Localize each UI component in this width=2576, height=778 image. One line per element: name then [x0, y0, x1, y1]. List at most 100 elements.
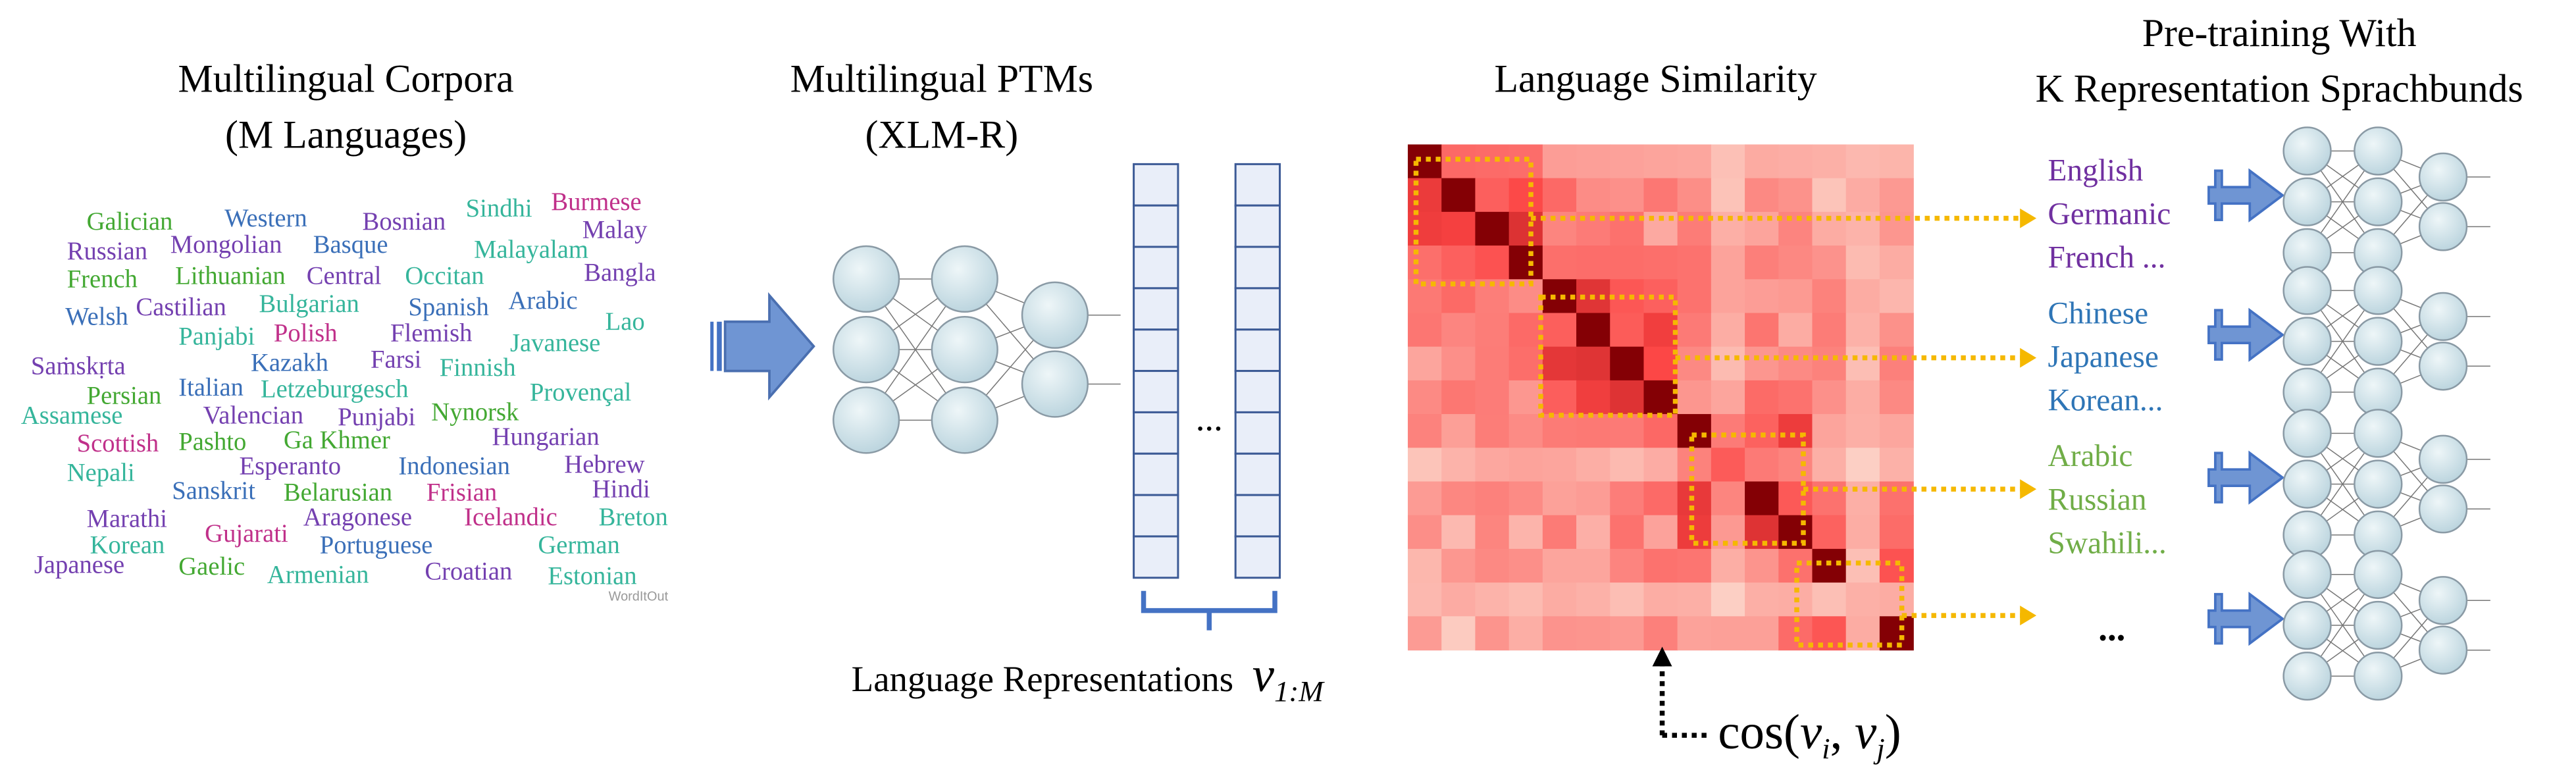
heat-cell — [1408, 414, 1442, 449]
heat-cell — [1778, 178, 1813, 213]
heat-cell — [1610, 481, 1645, 516]
heat-cell — [1610, 583, 1645, 617]
word: Hebrew — [564, 451, 644, 479]
word: Breton — [599, 504, 668, 531]
bracket — [1141, 590, 1277, 631]
heat-cell — [1812, 144, 1847, 179]
heat-cell — [1610, 313, 1645, 348]
heat-cell — [1812, 346, 1847, 381]
vector-cell — [1234, 246, 1281, 290]
heat-cell — [1745, 414, 1780, 449]
vector-cell — [1133, 452, 1179, 496]
word: Arabic — [509, 287, 578, 315]
heat-cell — [1610, 414, 1645, 449]
heat-cell — [1610, 548, 1645, 583]
vector-cell — [1234, 494, 1281, 538]
heat-cell — [1745, 313, 1780, 348]
language-group: Swahili... — [2048, 526, 2167, 560]
heat-cell — [1441, 448, 1476, 482]
neuron — [2282, 126, 2332, 176]
word: Russian — [67, 238, 147, 265]
representations-label: Language Representations v1:M — [852, 648, 1326, 708]
heat-cell — [1408, 481, 1442, 516]
neuron — [2282, 317, 2332, 366]
vector-cell — [1133, 287, 1179, 331]
word: Belarusian — [284, 479, 392, 507]
heat-cell — [1711, 583, 1745, 617]
heat-cell — [1643, 616, 1678, 651]
heat-cell — [1745, 583, 1780, 617]
heat-cell — [1745, 380, 1780, 415]
subscript: 1:M — [1274, 675, 1325, 708]
word: Provençal — [530, 378, 632, 406]
heat-cell — [1677, 548, 1712, 583]
cos-arrowhead — [1652, 646, 1672, 667]
heat-cell — [1643, 178, 1678, 213]
heat-cell — [1677, 583, 1712, 617]
heat-cell — [1745, 481, 1780, 516]
heat-cell — [1475, 448, 1510, 482]
heat-cell — [1711, 346, 1745, 381]
f: cos( — [1718, 705, 1800, 760]
heat-cell — [1812, 414, 1847, 449]
word: Galician — [87, 208, 173, 236]
neuron — [2418, 152, 2468, 202]
heat-cell — [1677, 313, 1712, 348]
heat-cell — [1576, 481, 1611, 516]
heat-cell — [1508, 448, 1543, 482]
heat-cell — [1879, 616, 1914, 651]
heat-cell — [1879, 380, 1914, 415]
heat-cell — [1643, 380, 1678, 415]
heat-cell — [1677, 346, 1712, 381]
word: Spanish — [408, 294, 488, 321]
neuron — [1021, 281, 1089, 349]
neuron — [833, 386, 900, 454]
heat-cell — [1441, 481, 1476, 516]
neuron — [931, 245, 998, 313]
neuron — [2354, 367, 2403, 417]
heat-cell — [1408, 313, 1442, 348]
language-group: English — [2048, 153, 2144, 188]
heat-cell — [1677, 414, 1712, 449]
heat-cell — [1745, 178, 1780, 213]
heat-cell — [1542, 448, 1577, 482]
neuron — [2282, 459, 2332, 509]
heat-cell — [1643, 144, 1678, 179]
word: Lithuanian — [175, 262, 285, 290]
word: Croatian — [425, 558, 512, 585]
word: German — [538, 531, 619, 559]
small-arrow — [2207, 307, 2285, 362]
heat-cell — [1542, 144, 1577, 179]
language-group: Germanic — [2048, 197, 2171, 231]
heat-cell — [1879, 178, 1914, 213]
heat-cell — [1778, 144, 1813, 179]
heat-cell — [1643, 481, 1678, 516]
word: Farsi — [371, 346, 421, 374]
heat-cell — [1879, 313, 1914, 348]
heat-cell — [1845, 548, 1880, 583]
heat-cell — [1879, 414, 1914, 449]
heat-cell — [1745, 279, 1780, 314]
vector-cell — [1234, 535, 1281, 579]
vector-cell — [1133, 494, 1179, 538]
heat-cell — [1475, 515, 1510, 550]
word: Indonesian — [398, 453, 510, 480]
neuron — [2418, 292, 2468, 342]
word: Assamese — [21, 402, 123, 429]
heat-cell — [1677, 481, 1712, 516]
neuron — [2354, 409, 2403, 458]
watermark: WordItOut — [609, 590, 669, 604]
heat-cell — [1475, 548, 1510, 583]
word: Ga Khmer — [284, 427, 390, 454]
word: Japanese — [34, 551, 124, 579]
heat-cell — [1475, 414, 1510, 449]
heat-cell — [1441, 246, 1476, 280]
heat-cell — [1441, 583, 1476, 617]
corpora-subtitle: (M Languages) — [225, 113, 467, 156]
word: Persian — [87, 382, 162, 409]
vector-cell — [1133, 370, 1179, 413]
word: Scottish — [77, 430, 159, 457]
heat-cell — [1879, 246, 1914, 280]
heat-cell — [1576, 144, 1611, 179]
